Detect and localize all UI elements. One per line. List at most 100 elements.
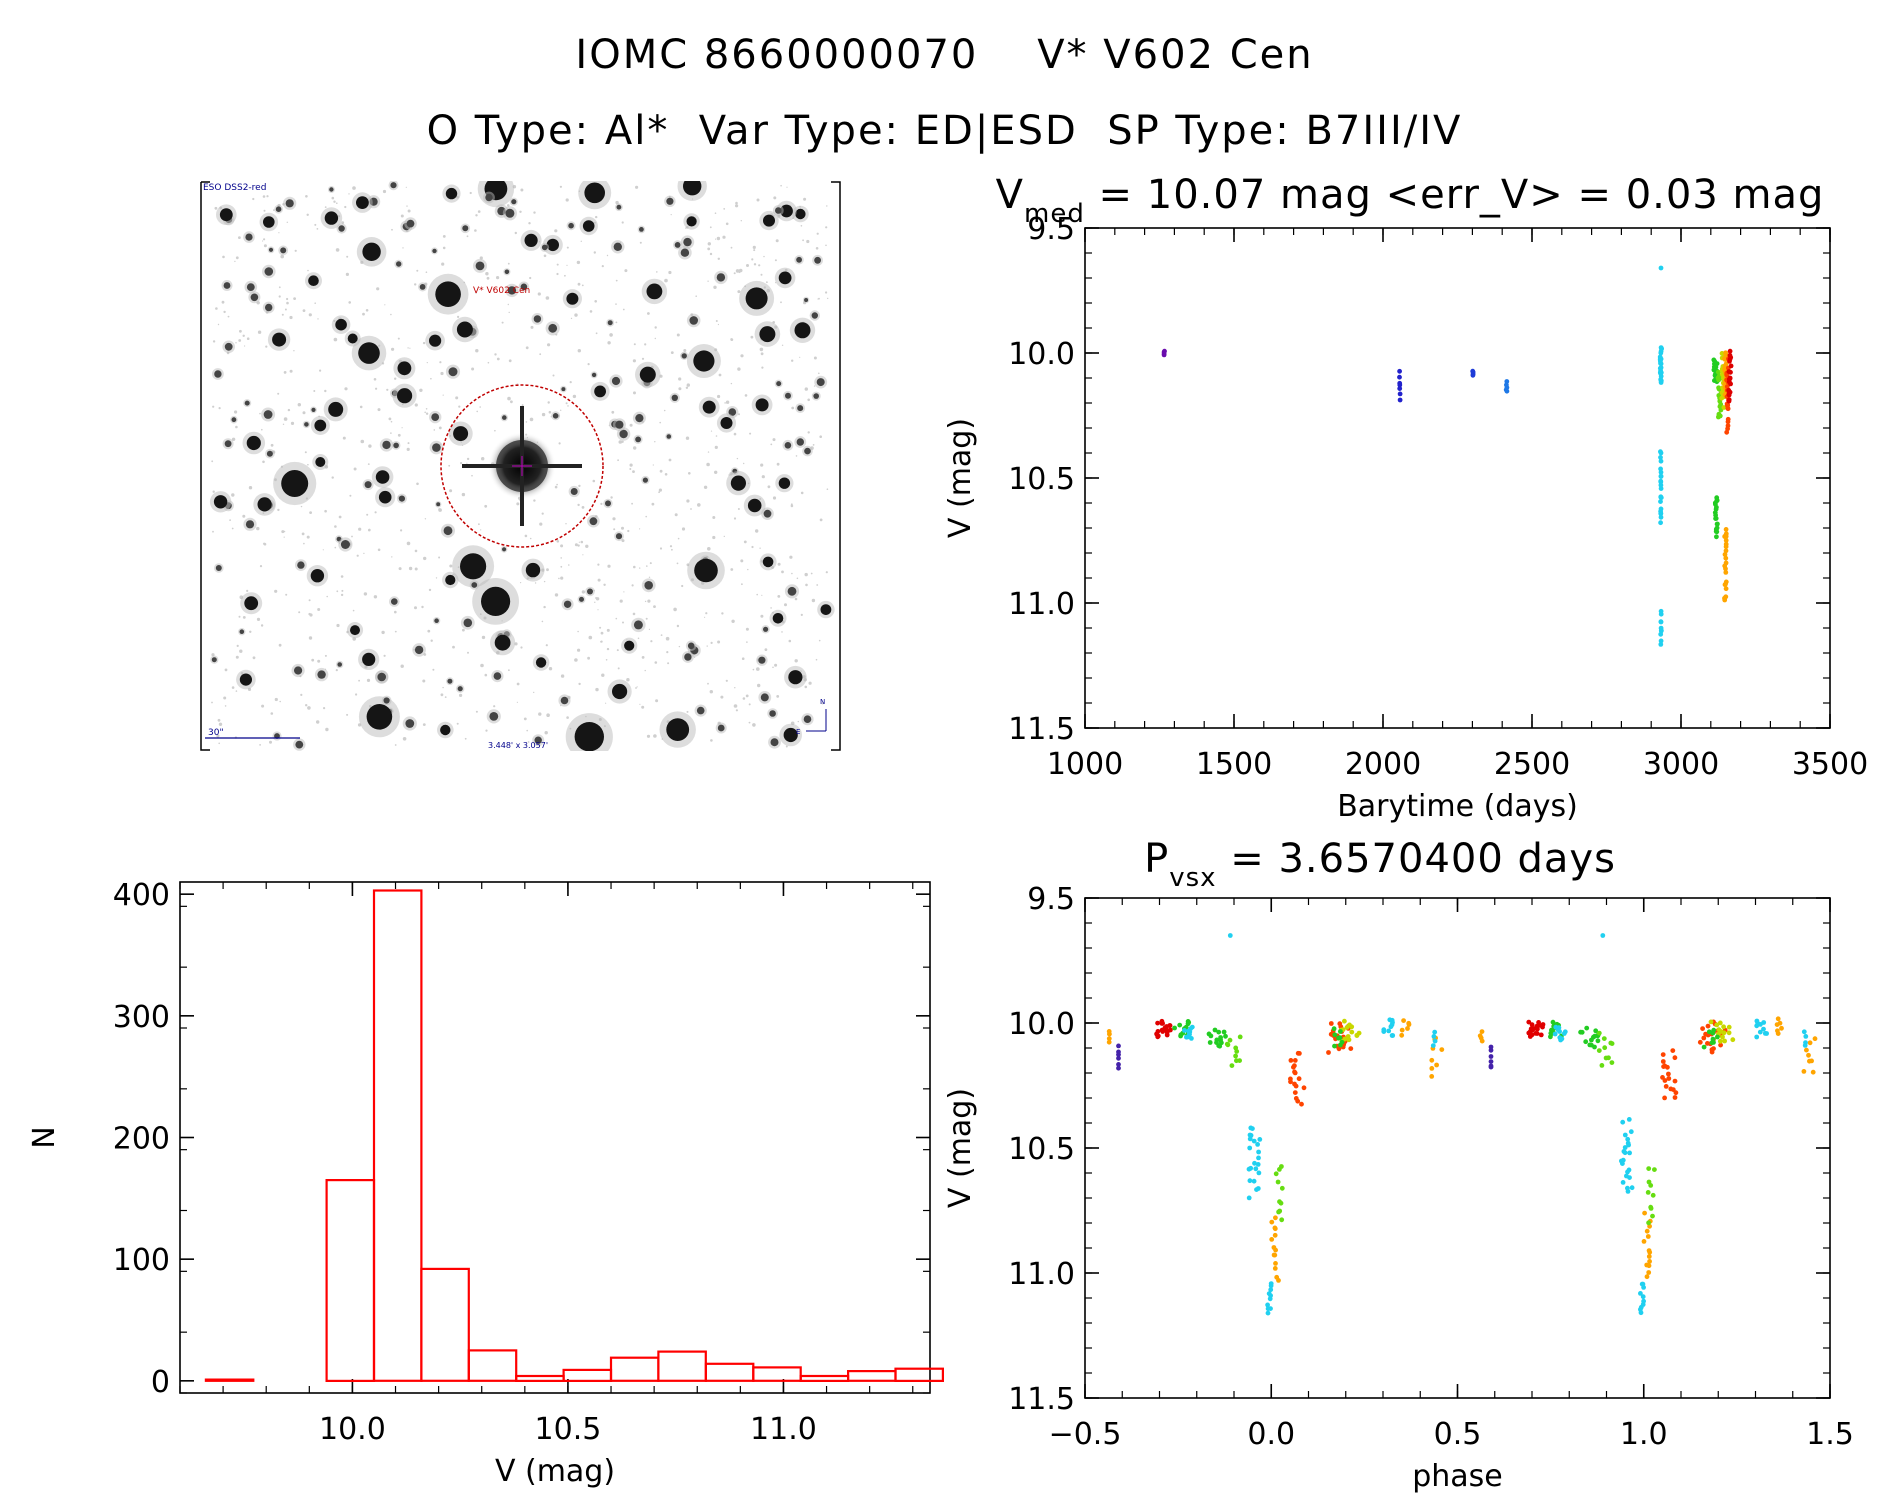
phased-point	[1697, 1039, 1703, 1045]
phased-point	[1548, 1034, 1553, 1040]
sky-speck	[278, 643, 282, 647]
sky-speck	[746, 264, 749, 267]
star	[561, 387, 566, 392]
sky-speck	[566, 264, 568, 266]
star	[680, 248, 690, 257]
sky-speck	[485, 272, 489, 276]
star	[239, 629, 245, 634]
lightcurve-point	[1658, 473, 1664, 479]
sky-speck	[402, 737, 407, 741]
star	[244, 596, 259, 611]
star	[683, 237, 692, 247]
phased-point	[1223, 1033, 1228, 1039]
lightcurve-title: Vmed = 10.07 mag <err_V> = 0.03 mag	[996, 172, 1825, 229]
histogram-bar	[420, 1267, 470, 1382]
sky-speck	[667, 662, 670, 665]
phased-point	[1558, 1037, 1563, 1043]
sky-speck	[373, 595, 378, 599]
star	[671, 394, 678, 401]
sky-speck	[566, 246, 569, 249]
star	[568, 222, 574, 229]
phased-point	[1349, 1024, 1355, 1030]
sky-speck	[772, 438, 776, 442]
sky-speck	[576, 260, 581, 265]
phased-point	[1279, 1185, 1285, 1191]
sky-speck	[466, 235, 469, 238]
phased-point	[1709, 1040, 1715, 1046]
sky-speck	[786, 186, 788, 188]
sky-speck	[613, 528, 616, 531]
sky-speck	[735, 269, 740, 273]
star	[505, 208, 515, 218]
sky-speck	[654, 337, 656, 340]
star	[759, 326, 776, 343]
sky-speck	[479, 256, 483, 260]
sky-speck	[710, 430, 713, 432]
sky-speck	[231, 437, 236, 441]
sky-speck	[456, 722, 459, 725]
sky-speck	[278, 232, 280, 234]
phased-point	[1579, 1029, 1585, 1035]
sky-speck	[524, 534, 528, 538]
phased-point	[1526, 1019, 1532, 1025]
star	[405, 719, 415, 728]
lightcurve-point	[1714, 534, 1719, 540]
lightcurve-point	[1722, 552, 1728, 557]
sky-speck	[397, 337, 400, 340]
sky-speck	[302, 309, 306, 312]
sky-speck	[607, 341, 611, 345]
sky-speck	[442, 235, 446, 238]
sky-speck	[386, 388, 389, 391]
phased-point	[1248, 1165, 1254, 1171]
sky-speck	[323, 707, 326, 710]
sky-speck	[224, 705, 227, 707]
phased-point	[1182, 1028, 1187, 1033]
star	[524, 233, 538, 247]
sky-speck	[215, 307, 218, 310]
phased-point	[1708, 1019, 1714, 1025]
star	[584, 182, 605, 204]
sky-speck	[486, 276, 490, 280]
phased-point	[1292, 1090, 1298, 1095]
phased-point	[1401, 1018, 1406, 1023]
phased-plot-area: −0.5 0.0 0.5 1.0 1.5 9.5 10.0 10.5 11.0 11.5 phase…	[943, 882, 1854, 1494]
sky-speck	[813, 385, 816, 387]
sky-speck	[631, 502, 633, 505]
lightcurve-point	[1723, 538, 1729, 543]
sky-speck	[774, 259, 777, 262]
phased-point	[1276, 1209, 1281, 1215]
sky-speck	[286, 301, 289, 305]
star	[646, 283, 663, 300]
sky-speck	[239, 329, 242, 333]
sky-speck	[314, 223, 317, 226]
phased-point	[1272, 1266, 1278, 1271]
phased-point	[1812, 1036, 1818, 1042]
star	[689, 316, 698, 325]
sky-speck	[442, 686, 444, 689]
sky-speck	[394, 377, 397, 380]
sky-speck	[317, 608, 321, 611]
sky-speck	[211, 701, 213, 704]
sky-speck	[377, 408, 381, 412]
sky-speck	[651, 502, 655, 506]
sky-speck	[458, 405, 461, 408]
sky-speck	[744, 394, 748, 397]
phased-point	[1488, 1047, 1494, 1053]
lightcurve-point	[1658, 619, 1664, 625]
star	[246, 435, 261, 451]
phased-point	[1406, 1022, 1412, 1027]
star	[356, 196, 369, 209]
star	[432, 443, 441, 452]
histogram-bar	[894, 1367, 945, 1383]
sky-speck	[414, 549, 418, 553]
sky-speck	[635, 687, 637, 689]
finder-target-label: V* V602 Cen	[473, 286, 530, 296]
sky-speck	[484, 504, 488, 508]
star	[520, 283, 528, 291]
sky-speck	[452, 645, 455, 649]
sky-speck	[715, 435, 718, 437]
sky-speck	[644, 343, 647, 346]
phased-point	[1625, 1185, 1630, 1191]
phased-point	[1332, 1043, 1337, 1049]
sky-speck	[547, 343, 551, 347]
